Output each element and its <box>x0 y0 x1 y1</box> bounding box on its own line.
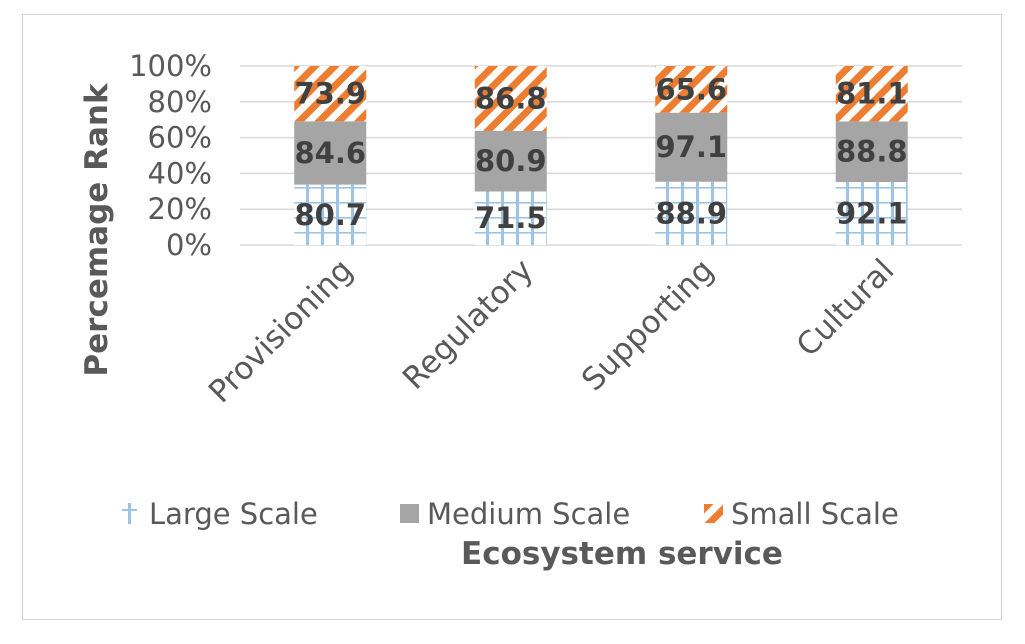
legend-label: Large Scale <box>149 497 318 531</box>
category-label: Provisioning <box>202 252 360 410</box>
category-label: Regulatory <box>396 252 541 397</box>
bar-segment <box>294 121 367 185</box>
x-axis-title: Ecosystem service <box>461 536 783 572</box>
data-label: 80.9 <box>475 144 547 178</box>
bar-segment <box>655 66 728 113</box>
y-tick-label: 100% <box>129 49 212 83</box>
legend: Large Scale Medium Scale Small Scale <box>122 497 899 531</box>
y-tick-label: 60% <box>148 121 212 155</box>
category-label: Cultural <box>790 252 902 364</box>
bar-segment <box>835 66 908 122</box>
bar-segment <box>294 66 367 122</box>
legend-swatch <box>704 504 723 523</box>
bar-segment <box>655 181 728 245</box>
bars <box>294 66 908 245</box>
y-tick-label: 20% <box>148 192 212 226</box>
data-labels: 80.7 84.6 73.9 71.5 80.9 86.8 88.9 97.1 65.6 92.1… <box>294 72 907 235</box>
bar-segment <box>835 182 908 245</box>
bar-segment <box>294 184 367 245</box>
data-label: 71.5 <box>475 201 547 235</box>
y-axis-title: Percemage Rank <box>79 82 115 377</box>
y-tick-label: 40% <box>148 156 212 190</box>
data-label: 88.9 <box>655 196 727 230</box>
bar-segment <box>655 112 728 182</box>
data-label: 88.8 <box>836 135 908 169</box>
data-label: 92.1 <box>836 197 908 231</box>
data-label: 80.7 <box>294 198 366 232</box>
bar-segment <box>474 66 547 131</box>
bar-segment <box>474 130 547 192</box>
y-axis-ticks: 0%20%40%60%80%100% <box>129 49 212 262</box>
y-tick-label: 0% <box>166 228 212 262</box>
data-label: 86.8 <box>475 81 547 115</box>
data-label: 73.9 <box>294 77 366 111</box>
legend-label: Medium Scale <box>427 497 630 531</box>
category-label: Supporting <box>575 252 721 398</box>
x-axis-categories: Provisioning Regulatory Supporting Cultural <box>202 252 902 410</box>
legend-swatch <box>128 503 131 524</box>
data-label: 97.1 <box>655 130 727 164</box>
bar-segment <box>474 191 547 245</box>
bar-segment <box>835 121 908 183</box>
data-label: 65.6 <box>655 72 727 106</box>
data-label: 81.1 <box>836 77 908 111</box>
legend-swatch <box>122 509 137 511</box>
y-tick-label: 80% <box>148 85 212 119</box>
data-label: 84.6 <box>294 136 366 170</box>
legend-label: Small Scale <box>731 497 899 531</box>
legend-swatch <box>400 504 419 523</box>
